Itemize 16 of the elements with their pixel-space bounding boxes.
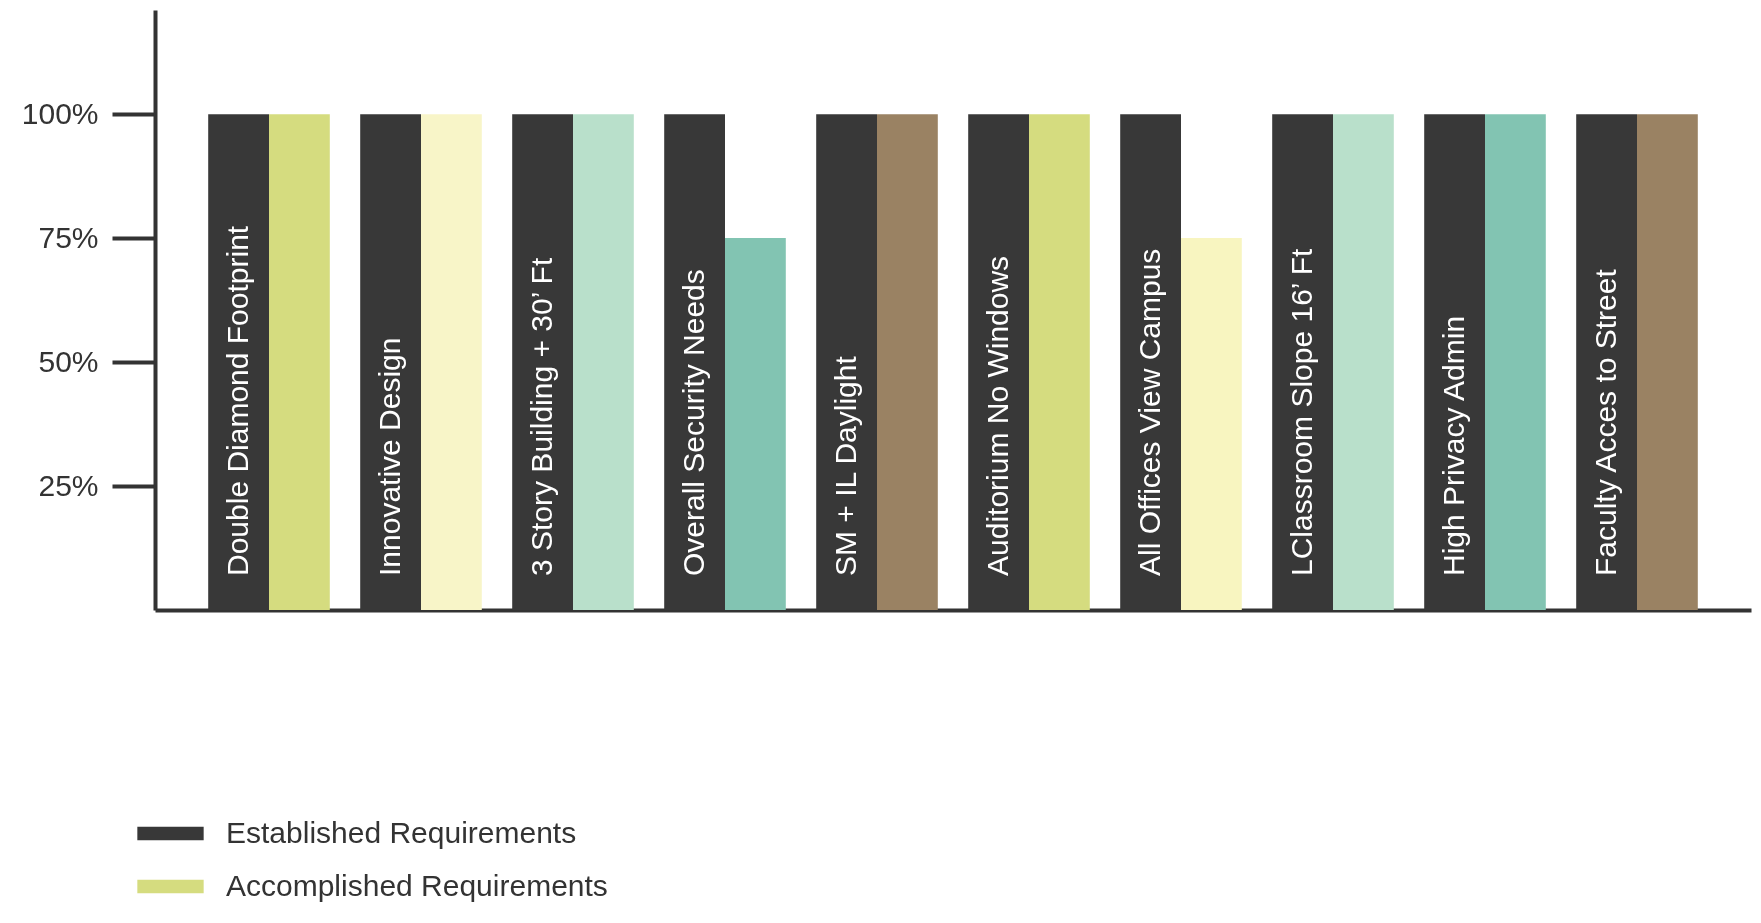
x-tick-label: LClassroom Slope 16’ Ft	[1284, 247, 1318, 576]
x-tick-label: All Offices View Campus	[1132, 248, 1166, 576]
x-tick-label: Auditorium No Windows	[980, 255, 1014, 576]
x-tick-label: 3 Story Building + 30’ Ft	[524, 257, 558, 576]
x-tick-label: Faculty Acces to Street	[1588, 268, 1622, 576]
x-tick-label: Double Diamond Footprint	[220, 225, 254, 576]
legend-label: Accomplished Requirements	[226, 868, 608, 902]
y-tick-label: 75%	[38, 220, 99, 254]
x-tick-label: SM + IL Daylight	[828, 355, 862, 576]
y-tick-label: 50%	[38, 344, 99, 378]
x-tick-label: Overall Security Needs	[676, 269, 710, 576]
y-tick-label: 25%	[38, 468, 99, 502]
legend-label: Established Requirements	[226, 815, 577, 849]
x-tick-label: Innovative Design	[372, 337, 406, 576]
y-tick-label: 100%	[21, 96, 99, 130]
x-tick-label: High Privacy Admin	[1436, 315, 1470, 576]
